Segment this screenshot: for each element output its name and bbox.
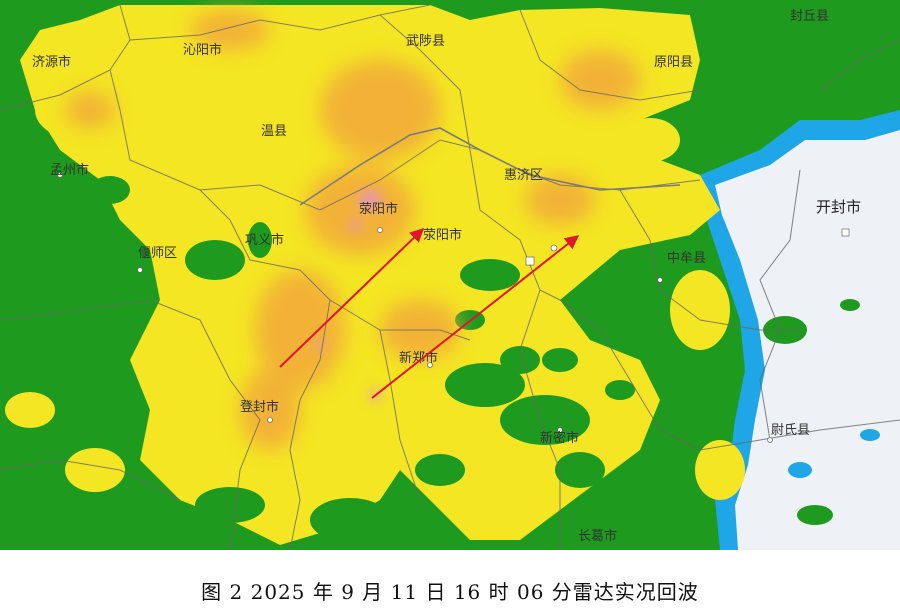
label-xinmi: 新密市: [540, 430, 579, 446]
label-zhongmou: 中牟县: [667, 251, 706, 266]
label-huiji: 惠济区: [504, 168, 543, 183]
label-xinzheng: 新郑市: [399, 350, 438, 366]
label-weishi: 尉氏县: [771, 423, 810, 438]
green-embedded-cells: [90, 176, 635, 542]
label-gongyi: 巩义市: [245, 232, 284, 248]
echo-cell-east: [788, 462, 812, 478]
label-fengqiu: 封丘县: [790, 9, 829, 24]
label-dengfeng: 登封市: [240, 399, 279, 415]
label-zhengzhou: 荥阳市: [423, 227, 462, 243]
label-wuzhi: 武陟县: [406, 34, 445, 49]
label-yanshi: 偃师区: [138, 246, 177, 261]
label-mengzhou: 孟州市: [50, 162, 89, 178]
label-yuanyang: 原阳县: [654, 55, 693, 70]
movement-arrow-west: [279, 228, 425, 368]
label-wenxian: 温县: [261, 124, 287, 139]
admin-boundaries: [0, 4, 900, 550]
movement-arrow-east: [371, 235, 580, 399]
label-changge: 长葛市: [578, 528, 617, 544]
figure-caption: 图 2 2025 年 9 月 11 日 16 时 06 分雷达实况回波: [201, 580, 699, 604]
label-jiyuan: 济源市: [32, 54, 71, 70]
city-markers: [57, 172, 850, 443]
label-qinyang: 沁阳市: [183, 42, 222, 58]
place-labels: 沁阳市 武陟县 原阳县 温县 济源市 孟州市 惠济区 荥阳市 荥阳市 巩义市 偃…: [32, 9, 861, 544]
echo-cell-east: [860, 429, 880, 441]
radar-map: 沁阳市 武陟县 原阳县 温县 济源市 孟州市 惠济区 荥阳市 荥阳市 巩义市 偃…: [0, 0, 900, 550]
yellow-river: [299, 127, 681, 206]
label-kaifeng: 开封市: [816, 198, 861, 216]
echo-cell-east: [840, 299, 860, 311]
label-xingyang: 荥阳市: [359, 201, 398, 217]
orange-echo: [65, 10, 640, 450]
echo-cell-east: [797, 505, 833, 525]
